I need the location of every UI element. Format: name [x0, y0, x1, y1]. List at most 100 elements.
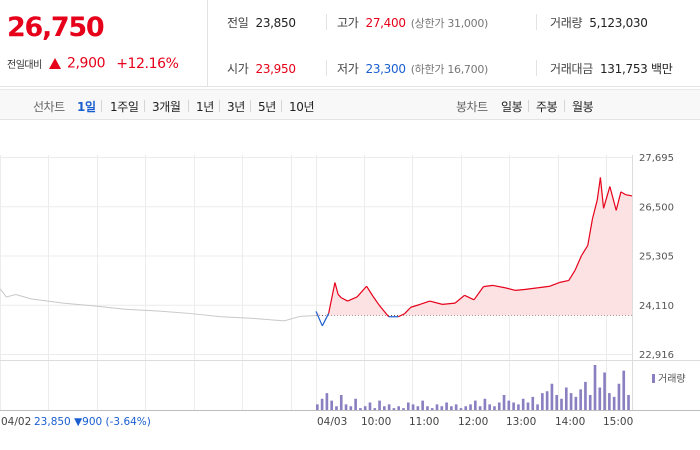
- volume-bar: [373, 408, 377, 410]
- price-line-up: [620, 191, 626, 196]
- up-arrow-icon: [48, 58, 61, 69]
- stat-volume: 거래량 5,123,030: [550, 14, 648, 30]
- stat-open-label: 시가: [227, 62, 249, 76]
- price-line-up: [492, 284, 506, 289]
- x-tick-label: 11:00: [409, 416, 439, 428]
- chart-labels: 27,695 26,500 25,305 24,110 22,916 거래량 04/02 23…: [1, 153, 686, 428]
- volume-bar: [502, 395, 506, 410]
- stat-high-label: 고가: [337, 16, 359, 30]
- price-line-up: [537, 285, 550, 289]
- volume-bar: [598, 387, 602, 410]
- stat-prev-close-value: 23,850: [255, 16, 296, 30]
- volume-bar: [387, 404, 391, 410]
- prev-day-change: ▼900: [74, 416, 105, 428]
- price-chart[interactable]: 27,695 26,500 25,305 24,110 22,916 거래량 04/02 23…: [0, 120, 700, 450]
- divider: [326, 60, 327, 76]
- chart-period-bar: 선차트 1일 1주일 3개월 1년 3년 5년 10년 봉차트 일봉 주봉 월봉: [0, 89, 700, 120]
- volume-bar: [560, 398, 563, 410]
- volume-bar: [627, 395, 630, 410]
- quote-header: 26,750 전일대비 2,900 +12.16% 전일 23,850 고가 27,…: [0, 0, 700, 87]
- divider: [250, 100, 251, 112]
- period-1day-button[interactable]: 1일: [77, 100, 96, 114]
- volume-bar: [344, 404, 348, 410]
- volume-bar: [320, 398, 324, 410]
- volume-bar: [478, 406, 482, 410]
- divider: [188, 100, 189, 112]
- candle-chart-label: 봉차트: [456, 100, 488, 114]
- period-3year-button[interactable]: 3년: [227, 100, 245, 114]
- price-line-up: [404, 306, 412, 315]
- volume-bar: [426, 406, 429, 410]
- stat-trade-value-label: 거래대금: [550, 62, 593, 76]
- volume-bar: [330, 400, 333, 410]
- price-line-up: [473, 286, 484, 301]
- price-line-up: [609, 186, 617, 211]
- volume-bar: [536, 404, 539, 410]
- price-line-up: [372, 295, 380, 306]
- divider: [536, 60, 537, 76]
- change-amount: 2,900: [67, 55, 106, 72]
- volume-bar: [584, 381, 587, 410]
- divider: [528, 100, 529, 112]
- volume-bar: [541, 393, 544, 410]
- volume-bar: [349, 406, 353, 410]
- stat-low-label: 저가: [337, 62, 359, 76]
- period-10year-button[interactable]: 10년: [289, 100, 315, 114]
- volume-bar: [526, 402, 530, 410]
- price-area: [316, 177, 632, 316]
- price-line-up: [366, 285, 374, 297]
- volume-bar: [416, 406, 420, 410]
- volume-bar: [608, 393, 611, 410]
- volume-bar: [450, 406, 453, 410]
- period-3month-button[interactable]: 3개월: [152, 100, 181, 114]
- price-line-up: [341, 297, 348, 302]
- price-line-up: [505, 287, 516, 291]
- stat-trade-value-value: 131,753 백만: [599, 62, 673, 76]
- divider: [219, 100, 220, 112]
- price-line-up: [483, 284, 494, 288]
- stat-high-value: 27,400: [365, 16, 406, 30]
- stat-high: 고가 27,400 (상한가 31,000): [337, 14, 488, 30]
- volume-bar: [464, 406, 468, 410]
- period-5year-button[interactable]: 5년: [258, 100, 276, 114]
- candle-daily-button[interactable]: 일봉: [501, 100, 523, 114]
- volume-bar: [555, 395, 559, 410]
- price-line-up: [397, 313, 405, 318]
- change-row: 전일대비 2,900 +12.16%: [7, 53, 179, 72]
- stat-prev-close: 전일 23,850: [227, 14, 296, 30]
- volume-bar: [550, 383, 554, 410]
- y-tick-label: 25,305: [639, 252, 674, 263]
- volume-bar: [397, 406, 401, 410]
- price-line-up: [524, 287, 538, 291]
- price-line-up: [559, 279, 569, 284]
- volume-bar: [435, 404, 439, 410]
- period-1week-button[interactable]: 1주일: [110, 100, 139, 114]
- candle-monthly-button[interactable]: 월봉: [572, 100, 594, 114]
- volume-bar: [521, 398, 525, 410]
- period-1year-button[interactable]: 1년: [196, 100, 214, 114]
- volume-bar: [545, 391, 549, 410]
- volume-bar: [363, 406, 367, 410]
- volume-bar: [588, 395, 592, 410]
- volume-bar: [617, 383, 621, 410]
- volume-bar: [579, 389, 582, 410]
- price-line-up: [615, 191, 622, 211]
- price-block: 26,750 전일대비 2,900 +12.16%: [0, 0, 208, 87]
- price-line-up: [549, 281, 560, 287]
- volume-bar: [507, 400, 511, 410]
- volume-bar: [440, 406, 444, 410]
- change-label: 전일대비: [7, 60, 42, 71]
- stat-open: 시가 23,950: [227, 60, 296, 76]
- divider: [536, 14, 537, 30]
- volume-bar: [383, 406, 386, 410]
- divider: [281, 100, 282, 112]
- prev-day-summary: 23,850 ▼900 (-3.64%): [34, 416, 151, 428]
- stat-low: 저가 23,300 (하한가 16,700): [337, 60, 488, 76]
- volume-bar: [359, 408, 362, 410]
- candle-weekly-button[interactable]: 주봉: [536, 100, 558, 114]
- volume-bar: [493, 406, 496, 410]
- volume-bar: [564, 387, 568, 410]
- volume-bar: [517, 404, 520, 410]
- stat-volume-value: 5,123,030: [589, 16, 648, 30]
